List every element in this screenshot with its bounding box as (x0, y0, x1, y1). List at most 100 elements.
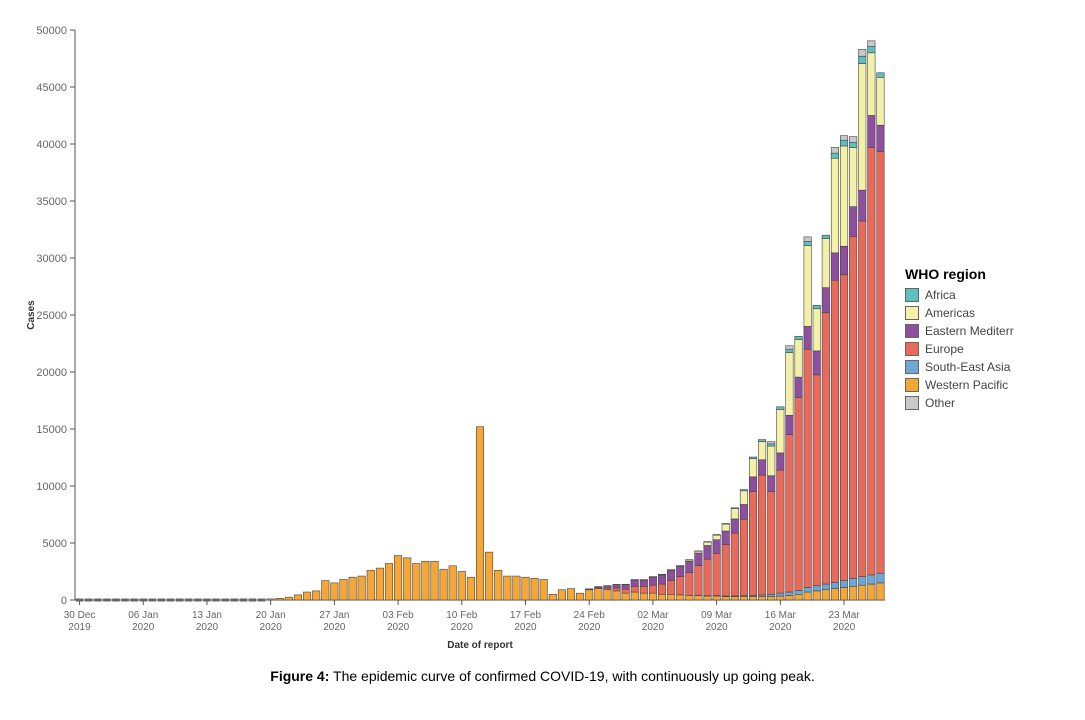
bar-segment-americas (749, 459, 756, 477)
bar-segment-emed (722, 531, 729, 545)
svg-text:2020: 2020 (260, 622, 283, 633)
bar-segment-emed (840, 246, 847, 275)
svg-text:2020: 2020 (769, 622, 792, 633)
bar-segment-europe (640, 586, 647, 593)
bar-segment-emed (604, 586, 611, 588)
bar-segment-wpac (431, 561, 438, 600)
bar-segment-europe (749, 492, 756, 596)
bar-segment-americas (795, 340, 802, 378)
bar-segment-wpac (831, 589, 838, 600)
svg-text:2020: 2020 (451, 622, 474, 633)
bar-segment-americas (813, 309, 820, 351)
bar-segment-europe (795, 398, 802, 591)
bar-segment-wpac (522, 577, 529, 600)
figure-caption: Figure 4: The epidemic curve of confirme… (20, 668, 1065, 684)
bar-segment-wpac (758, 597, 765, 600)
svg-text:23 Mar: 23 Mar (828, 610, 860, 621)
bar-segment-americas (722, 524, 729, 531)
svg-text:02 Mar: 02 Mar (637, 610, 669, 621)
svg-text:30000: 30000 (36, 253, 67, 265)
bar-segment-wpac (476, 427, 483, 600)
svg-text:17 Feb: 17 Feb (510, 610, 542, 621)
bar-segment-europe (868, 147, 875, 575)
bar-segment-wpac (877, 583, 884, 600)
bar-segment-emed (786, 415, 793, 434)
legend-label: Americas (925, 306, 975, 320)
bar-segment-seasia (831, 582, 838, 588)
bar-segment-emed (731, 519, 738, 533)
bar-segment-emed (622, 585, 629, 590)
legend-item-africa: Africa (905, 288, 1065, 302)
legend-item-other: Other (905, 396, 1065, 410)
svg-text:2020: 2020 (196, 622, 219, 633)
bar-segment-europe (831, 280, 838, 582)
legend: WHO region AfricaAmericasEastern Mediter… (895, 20, 1065, 660)
bar-segment-wpac (822, 590, 829, 600)
bar-segment-europe (658, 584, 665, 594)
bar-segment-wpac (868, 584, 875, 600)
bar-segment-africa (840, 140, 847, 146)
svg-text:03 Feb: 03 Feb (383, 610, 415, 621)
svg-text:2019: 2019 (68, 622, 91, 633)
bar-segment-wpac (558, 590, 565, 600)
bar-segment-europe (704, 559, 711, 595)
svg-text:40000: 40000 (36, 139, 67, 151)
bar-segment-wpac (267, 599, 274, 600)
svg-text:2020: 2020 (132, 622, 155, 633)
legend-item-europe: Europe (905, 342, 1065, 356)
bar-segment-europe (740, 519, 747, 595)
bar-segment-africa (722, 524, 729, 525)
legend-title: WHO region (905, 266, 1065, 282)
svg-text:5000: 5000 (43, 538, 67, 550)
bar-segment-americas (831, 158, 838, 253)
bar-segment-wpac (604, 590, 611, 600)
bar-segment-americas (649, 577, 656, 578)
bar-segment-africa (731, 508, 738, 509)
bar-segment-emed (704, 546, 711, 560)
bar-segment-wpac (613, 591, 620, 600)
bar-segment-wpac (422, 561, 429, 600)
bar-segment-emed (658, 575, 665, 584)
bar-segment-europe (758, 475, 765, 595)
svg-text:0: 0 (61, 595, 67, 607)
bar-segment-emed (613, 585, 620, 588)
bar-segment-wpac (567, 589, 574, 600)
epidemic-curve-chart: 0500010000150002000025000300003500040000… (20, 20, 895, 660)
svg-text:30 Dec: 30 Dec (64, 610, 96, 621)
bar-segment-emed (585, 589, 592, 590)
bar-segment-americas (713, 535, 720, 540)
bar-segment-seasia (795, 590, 802, 594)
legend-swatch-africa (905, 288, 919, 302)
svg-text:15000: 15000 (36, 424, 67, 436)
svg-text:27 Jan: 27 Jan (319, 610, 349, 621)
svg-text:50000: 50000 (36, 25, 67, 37)
legend-item-americas: Americas (905, 306, 1065, 320)
legend-label: Western Pacific (925, 378, 1008, 392)
bar-segment-other (768, 442, 775, 444)
bar-segment-emed (640, 580, 647, 586)
bar-segment-africa (877, 73, 884, 78)
bar-segment-seasia (786, 592, 793, 595)
bar-segment-wpac (403, 558, 410, 600)
bar-segment-wpac (795, 594, 802, 600)
bar-segment-seasia (840, 580, 847, 587)
bar-segment-americas (849, 147, 856, 206)
bar-segment-americas (822, 239, 829, 288)
bar-segment-emed (649, 577, 656, 585)
svg-text:2020: 2020 (323, 622, 346, 633)
bar-segment-africa (786, 349, 793, 352)
bar-segment-europe (649, 585, 656, 593)
bar-segment-wpac (458, 572, 465, 601)
bar-segment-americas (676, 565, 683, 566)
bar-segment-wpac (413, 564, 420, 600)
legend-swatch-emed (905, 324, 919, 338)
bar-segment-europe (777, 470, 784, 593)
bar-segment-emed (595, 587, 602, 588)
bar-segment-europe (631, 586, 638, 592)
bars-group (76, 41, 884, 600)
svg-text:35000: 35000 (36, 196, 67, 208)
bar-segment-seasia (859, 577, 866, 586)
bar-segment-emed (877, 125, 884, 151)
bar-segment-wpac (440, 569, 447, 600)
bar-segment-wpac (859, 585, 866, 600)
